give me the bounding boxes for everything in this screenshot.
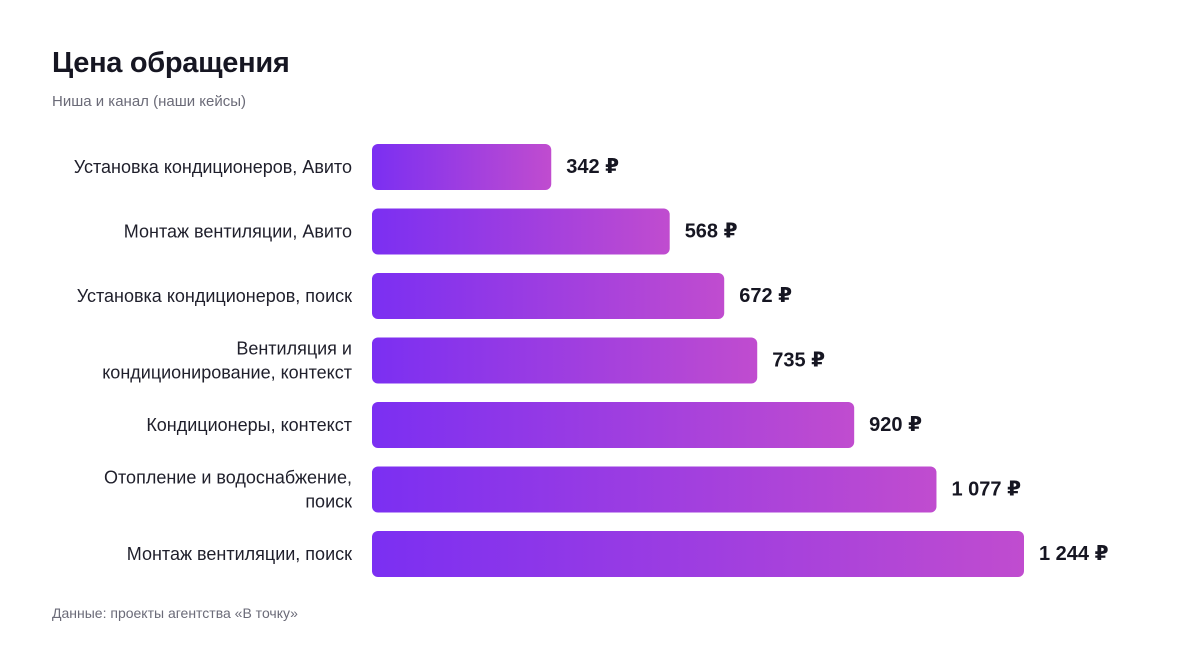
category-label: Монтаж вентиляции, Авито [124, 222, 352, 242]
chart-source-note: Данные: проекты агентства «В точку» [52, 605, 298, 621]
chart-title: Цена обращения [52, 47, 290, 79]
bar-row: Кондиционеры, контекст 920 ₽ [146, 402, 922, 448]
value-label: 342 ₽ [566, 156, 619, 178]
bar [372, 144, 552, 190]
bar-row: Отопление и водоснабжение, поиск 1 077 ₽ [104, 466, 1021, 513]
category-label: Установка кондиционеров, Авито [74, 157, 352, 177]
category-label: Монтаж вентиляции, поиск [127, 544, 352, 564]
bar [372, 273, 725, 319]
category-label: Установка кондиционеров, поиск [77, 286, 352, 306]
bar [372, 466, 937, 513]
value-label: 672 ₽ [739, 285, 792, 307]
bar-row: Установка кондиционеров, Авито 342 ₽ [74, 144, 619, 190]
bar [372, 337, 758, 384]
value-label: 1 244 ₽ [1039, 543, 1109, 565]
bar-row: Установка кондиционеров, поиск 672 ₽ [77, 273, 792, 319]
bar-row: Монтаж вентиляции, Авито 568 ₽ [124, 208, 738, 255]
bar-row: Монтаж вентиляции, поиск 1 244 ₽ [127, 531, 1109, 577]
bar [372, 402, 855, 448]
value-label: 735 ₽ [772, 350, 825, 372]
category-label: Отопление и водоснабжение, поиск [104, 468, 352, 512]
bar [372, 208, 670, 255]
chart-subtitle: Ниша и канал (наши кейсы) [52, 93, 247, 110]
category-label: Вентиляция и кондиционирование, контекст [102, 339, 352, 383]
value-label: 1 077 ₽ [951, 479, 1021, 501]
category-label: Кондиционеры, контекст [146, 415, 352, 435]
value-label: 920 ₽ [869, 414, 922, 436]
bar-row: Вентиляция и кондиционирование, контекст 7… [102, 337, 825, 384]
value-label: 568 ₽ [685, 221, 738, 243]
bars-layer: Установка кондиционеров, Авито 342 ₽ Монта… [74, 144, 1109, 577]
bar [372, 531, 1024, 577]
